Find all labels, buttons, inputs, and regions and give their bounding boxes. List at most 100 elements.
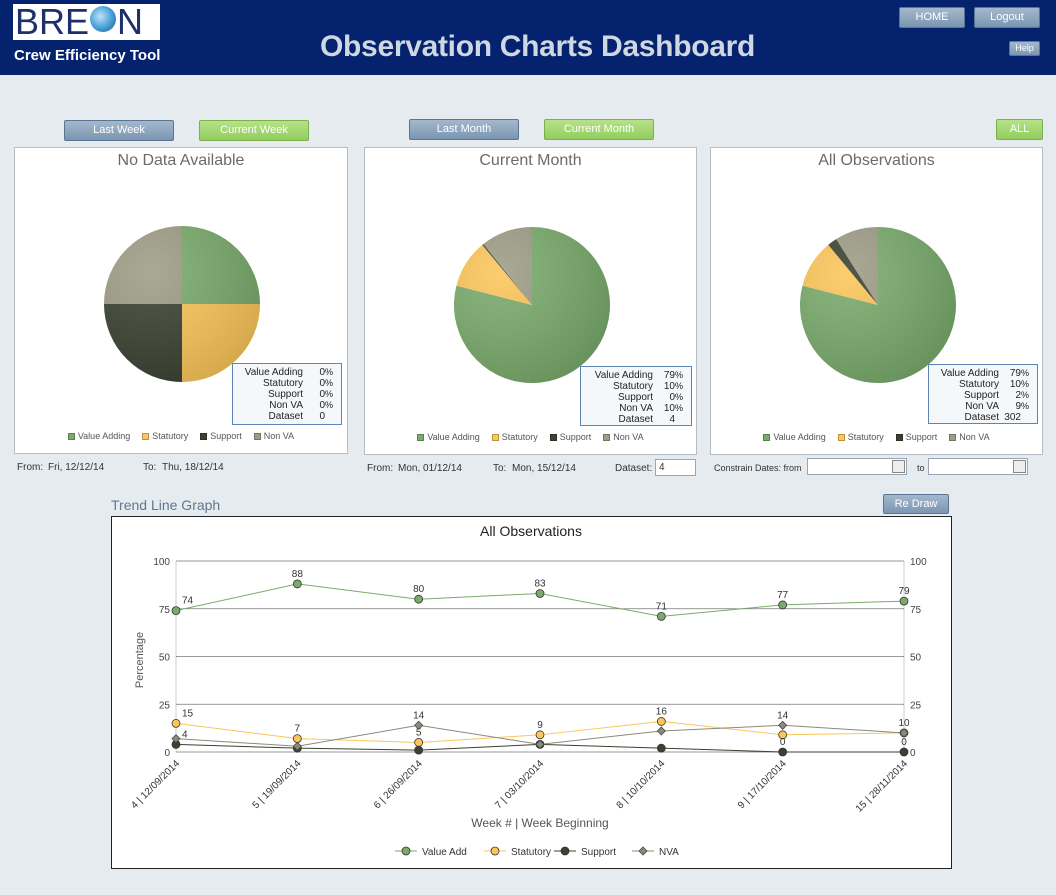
page-title: Observation Charts Dashboard <box>320 30 756 63</box>
from-date-input[interactable] <box>807 458 907 475</box>
dataset-input[interactable]: 4 <box>655 459 696 476</box>
stats-box-month: Value Adding 79% Statutory 10% Support 0% N… <box>580 366 692 426</box>
stat-pct: % <box>1021 379 1030 389</box>
stat-label: Value Adding <box>244 367 303 378</box>
data-point[interactable] <box>899 596 909 606</box>
data-point[interactable] <box>778 720 788 730</box>
last-month-button[interactable]: Last Month <box>409 119 519 140</box>
stats-box-all: Value Adding 79% Statutory 10% Support 2% N… <box>928 364 1038 424</box>
stat-pct: % <box>675 392 684 402</box>
data-point[interactable] <box>778 747 788 757</box>
stat-value: 79 <box>663 370 675 381</box>
pie-legend: Value Adding Statutory Support Non VA <box>365 432 696 442</box>
data-point[interactable] <box>292 579 302 589</box>
data-label: 77 <box>777 590 789 601</box>
legend-item: Statutory <box>142 431 188 441</box>
data-point[interactable] <box>171 718 181 728</box>
data-point[interactable] <box>414 720 424 730</box>
data-label: 74 <box>182 596 194 607</box>
data-point[interactable] <box>656 726 666 736</box>
stat-pct: % <box>325 389 334 399</box>
to-label: to <box>917 463 925 473</box>
current-month-button[interactable]: Current Month <box>544 119 654 140</box>
y-tick-label-right: 75 <box>910 605 922 616</box>
stat-value: 0 <box>669 392 675 403</box>
panel-title: Current Month <box>479 152 582 169</box>
data-label: 14 <box>413 710 425 721</box>
pie-panel-all: All Observations Value Adding 79% Statuto… <box>710 147 1043 455</box>
legend-marker <box>490 846 500 856</box>
data-point[interactable] <box>656 611 666 621</box>
legend-item: Non VA <box>603 432 644 442</box>
stat-pct: % <box>325 400 334 410</box>
data-label: 88 <box>292 569 304 580</box>
stat-value: 0 <box>319 378 325 389</box>
stat-pct: % <box>1021 368 1030 378</box>
legend-label: Statutory <box>152 431 189 441</box>
current-week-button[interactable]: Current Week <box>199 120 309 141</box>
stats-box-week: Value Adding 0% Statutory 0% Support 0% Non… <box>232 363 342 425</box>
all-button[interactable]: ALL <box>996 119 1043 140</box>
data-point[interactable] <box>535 589 545 598</box>
calendar-icon[interactable] <box>1013 460 1026 473</box>
stat-label: Statutory <box>958 379 999 390</box>
pie-shading <box>800 227 956 383</box>
pie-panel-week: No Data Available Value Adding 0% Statuto… <box>14 147 348 454</box>
legend-marker <box>560 846 570 856</box>
header-bar: BRE N Crew Efficiency Tool Observation Ch… <box>0 0 1056 75</box>
data-label: 0 <box>780 737 786 748</box>
data-point[interactable] <box>899 747 909 757</box>
to-date-input[interactable] <box>928 458 1028 475</box>
pie-shading <box>104 226 260 382</box>
data-point[interactable] <box>414 738 424 747</box>
legend-label: Non VA <box>959 432 990 442</box>
trend-chart-panel: All Observations Percentage Week # | Wee… <box>111 516 952 869</box>
data-point[interactable] <box>535 739 545 749</box>
legend-marker <box>638 846 648 856</box>
y-tick-label: 100 <box>153 557 170 568</box>
y-axis-label: Percentage <box>134 632 146 688</box>
to-date: Mon, 15/12/14 <box>512 463 576 474</box>
home-button[interactable]: HOME <box>899 7 965 28</box>
stat-value: 4 <box>669 414 675 425</box>
calendar-icon[interactable] <box>892 460 905 473</box>
stat-label: Non VA <box>269 400 303 411</box>
pie-chart-all <box>800 227 956 383</box>
data-point[interactable] <box>292 734 302 744</box>
data-point[interactable] <box>414 594 424 604</box>
panel-title: No Data Available <box>117 152 245 169</box>
data-point[interactable] <box>414 745 424 755</box>
redraw-button[interactable]: Re Draw <box>883 494 949 514</box>
stat-pct: % <box>325 378 334 388</box>
data-point[interactable] <box>535 730 545 740</box>
data-point[interactable] <box>656 717 666 726</box>
stat-label: Statutory <box>262 378 303 389</box>
y-tick-label-right: 25 <box>910 700 922 711</box>
data-point[interactable] <box>778 730 788 740</box>
y-tick-label-right: 50 <box>910 653 922 664</box>
logo-text-left: BRE <box>15 1 90 42</box>
stat-pct: % <box>675 403 684 413</box>
logout-button[interactable]: Logout <box>974 7 1040 28</box>
last-week-button[interactable]: Last Week <box>64 120 174 141</box>
data-point[interactable] <box>171 606 181 616</box>
pie-legend: Value Adding Statutory Support Non VA <box>711 432 1042 442</box>
from-date: Mon, 01/12/14 <box>398 463 462 474</box>
data-point[interactable] <box>171 734 181 744</box>
pie-shading <box>454 227 610 383</box>
data-label: 5 <box>416 727 422 738</box>
panel-title: All Observations <box>818 152 935 169</box>
help-button[interactable]: Help <box>1009 41 1040 56</box>
data-point[interactable] <box>778 600 788 610</box>
stat-value: 302 <box>1004 412 1021 423</box>
stat-value: 0 <box>319 389 325 400</box>
data-point[interactable] <box>899 728 909 738</box>
stat-value: 79 <box>1009 368 1021 379</box>
data-label: 10 <box>898 718 910 729</box>
x-tick-label: 9 | 17/10/2014 <box>736 758 789 811</box>
data-point[interactable] <box>292 741 302 751</box>
data-point[interactable] <box>656 743 666 753</box>
stat-label: Dataset <box>268 411 303 422</box>
data-label: 80 <box>413 584 425 595</box>
x-tick-label: 5 | 19/09/2014 <box>251 758 304 811</box>
